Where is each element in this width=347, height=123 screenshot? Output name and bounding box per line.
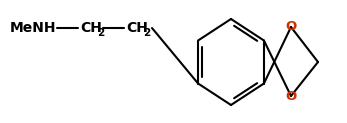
Text: 2: 2: [143, 28, 150, 38]
Text: CH: CH: [126, 21, 148, 35]
Text: 2: 2: [97, 28, 104, 38]
Text: MeNH: MeNH: [10, 21, 57, 35]
Text: CH: CH: [80, 21, 102, 35]
Text: O: O: [285, 21, 297, 33]
Text: O: O: [285, 90, 297, 102]
